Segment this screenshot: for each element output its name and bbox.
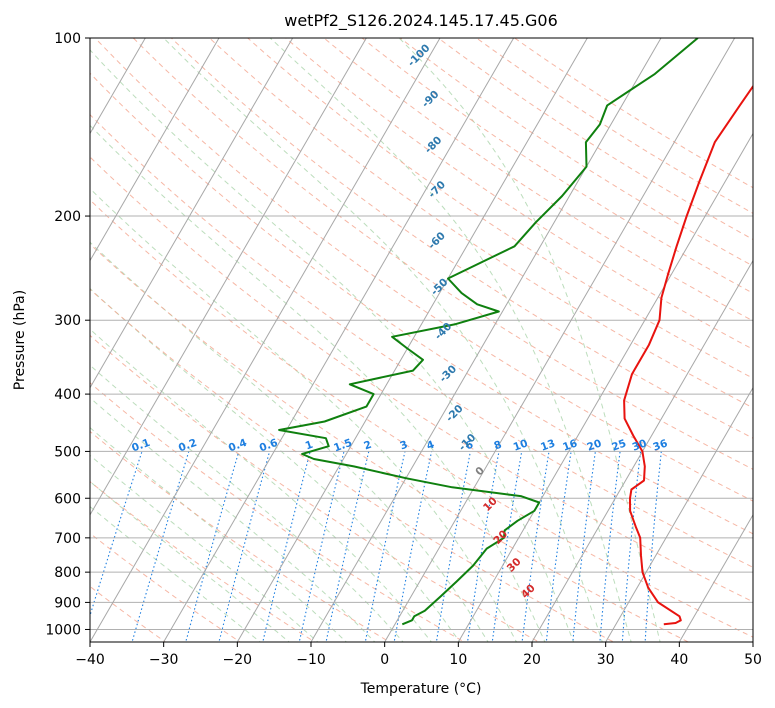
mixing-ratio-line [218, 451, 271, 642]
dry-adiabat-line [90, 243, 690, 642]
y-tick-label: 800 [54, 565, 81, 581]
mixing-ratio-line [90, 451, 143, 618]
isotherm-line [384, 38, 736, 642]
y-tick-label: 500 [54, 444, 81, 460]
mixing-ratio-label: 20 [585, 437, 603, 453]
mixing-ratio-label: 4 [425, 439, 436, 453]
x-axis-ticks: −40 −30 −20 −10 0 10 20 30 40 50 [75, 642, 762, 668]
dry-adiabats [90, 38, 753, 642]
dewpoint-line [278, 38, 699, 626]
dry-adiabat-line [399, 38, 753, 267]
isotherm-line [163, 38, 515, 642]
x-axis-label: Temperature (°C) [360, 681, 482, 697]
y-axis-ticks: 100 200 300 400 500 600 700 800 900 1000 [45, 31, 90, 638]
y-tick-label: 300 [54, 313, 81, 329]
mixing-ratio-line [393, 451, 433, 642]
dry-adiabat-line [94, 38, 753, 502]
isotherm-line [605, 386, 753, 642]
plot-frame [89, 37, 754, 643]
dry-adiabat-line [246, 38, 753, 379]
mixing-ratio-label: 2 [362, 439, 373, 453]
mixing-ratio-label: 0.2 [177, 437, 199, 455]
mixing-ratio-label: 1.5 [332, 437, 354, 455]
x-tick-label: −40 [75, 652, 105, 668]
mixing-ratio-label: 0.1 [130, 437, 152, 455]
y-tick-label: 1000 [45, 622, 81, 638]
y-tick-label: 600 [54, 491, 81, 507]
mixing-ratio-label: 0.6 [258, 437, 280, 455]
isotherm-line [531, 259, 753, 642]
isotherm-line [310, 38, 662, 642]
mixing-ratio-line [131, 451, 190, 642]
x-tick-label: −10 [296, 652, 326, 668]
dry-adiabat-line [132, 38, 753, 470]
y-tick-label: 700 [54, 531, 81, 547]
x-tick-label: 10 [449, 652, 467, 668]
dry-adiabat-line [285, 38, 753, 350]
x-tick-label: 0 [380, 652, 389, 668]
mixing-ratio-label: 30 [631, 437, 649, 453]
dry-adiabat-line [90, 199, 753, 638]
mixing-ratio-label: 1 [304, 439, 315, 453]
isotherm-line [90, 38, 220, 262]
mixing-ratio-label: 0.4 [227, 437, 249, 455]
moist-adiabat-line [90, 397, 376, 642]
isotherm-line [457, 132, 753, 642]
isotherm-line [678, 513, 753, 642]
isotherm-line [90, 38, 367, 516]
y-tick-label: 100 [54, 31, 81, 47]
y-axis-label: Pressure (hPa) [12, 290, 28, 390]
dry-adiabat-line [208, 38, 753, 409]
isotherm-line [90, 38, 294, 389]
y-tick-label: 200 [54, 209, 81, 225]
mixing-ratio-line [185, 451, 240, 642]
x-tick-label: 30 [597, 652, 615, 668]
mixing-ratio-label: 25 [610, 437, 628, 453]
mixing-ratio-line [364, 451, 406, 642]
dry-adiabat-line [90, 430, 391, 642]
chart-title: wetPf2_S126.2024.145.17.45.G06 [284, 11, 558, 31]
dry-adiabat-line [437, 38, 753, 240]
mixing-ratio-line [325, 451, 370, 642]
dry-adiabat-line [513, 38, 753, 189]
isotherm-line [236, 38, 588, 642]
isotherm-line [90, 38, 441, 642]
x-tick-label: −20 [223, 652, 253, 668]
y-tick-label: 400 [54, 387, 81, 403]
x-tick-label: 40 [670, 652, 688, 668]
dry-adiabat-line [90, 480, 316, 642]
dry-adiabat-line [90, 156, 753, 603]
x-tick-label: 20 [523, 652, 541, 668]
plot-area: 0.1 0.2 0.4 0.6 1 1.5 2 3 4 6 8 10 13 16 20 25 30 36-100-… [90, 38, 753, 642]
dry-adiabat-line [323, 38, 753, 322]
mixing-ratio-lines [90, 451, 662, 642]
mixing-ratio-label: 8 [492, 439, 503, 453]
mixing-ratio-label: 36 [651, 437, 669, 453]
mixing-ratio-label: 3 [398, 439, 409, 453]
mixing-ratio-line [298, 451, 345, 642]
x-tick-label: −30 [149, 652, 179, 668]
dry-adiabat-line [90, 72, 753, 535]
y-tick-label: 900 [54, 595, 81, 611]
mixing-ratio-label: 10 [512, 437, 530, 453]
x-tick-label: 50 [744, 652, 762, 668]
profile-series [278, 38, 753, 626]
mixing-ratio-label: 6 [464, 439, 475, 453]
mixing-ratio-label: 16 [561, 437, 579, 453]
mixing-ratio-label: 13 [539, 437, 557, 453]
temperature-line [623, 84, 753, 626]
